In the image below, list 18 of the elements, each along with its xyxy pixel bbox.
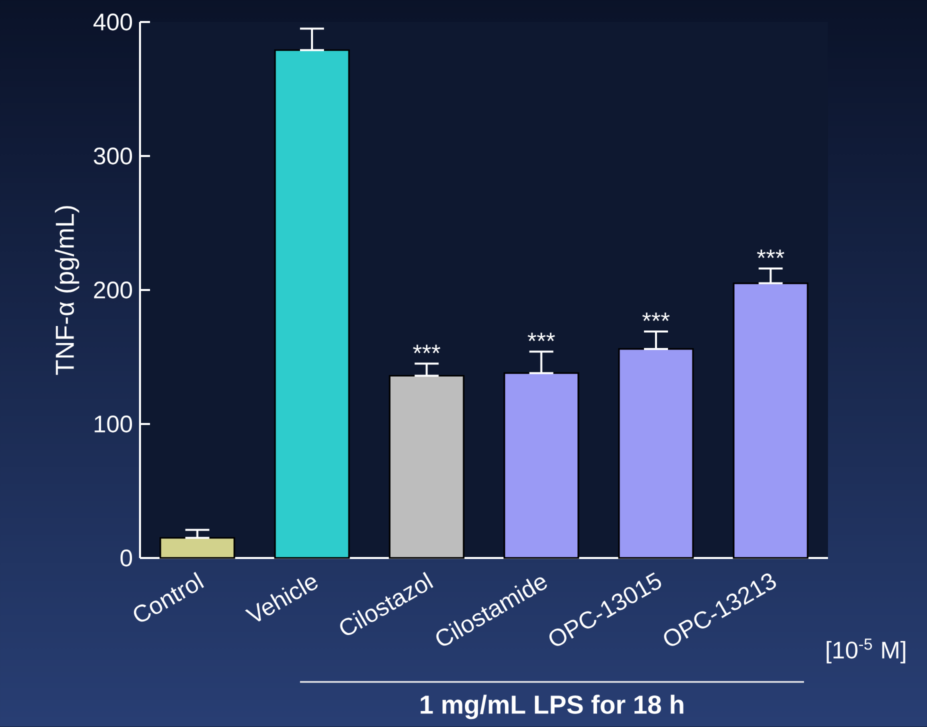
bar [732, 282, 808, 559]
text: 1 mg/mL LPS for 18 h [420, 694, 684, 720]
annotation: *** [528, 332, 555, 342]
y-tick-label: 100 [94, 416, 132, 432]
annotation: *** [757, 250, 784, 258]
bar [504, 372, 580, 559]
bar [160, 537, 236, 559]
y-tick-label: 0 [120, 549, 132, 566]
bar [618, 348, 694, 559]
bar [274, 49, 350, 559]
bar [388, 374, 464, 559]
annotation: *** [642, 312, 670, 322]
y-axis-title: TNF-α (pg/mL) [54, 206, 80, 375]
annotation: *** [413, 344, 440, 354]
y-tick-label: 300 [94, 148, 132, 164]
text: [10$^{-5}$ M] [826, 638, 906, 664]
y-tick-label: 400 [93, 14, 132, 30]
y-tick-label: 200 [94, 282, 132, 298]
